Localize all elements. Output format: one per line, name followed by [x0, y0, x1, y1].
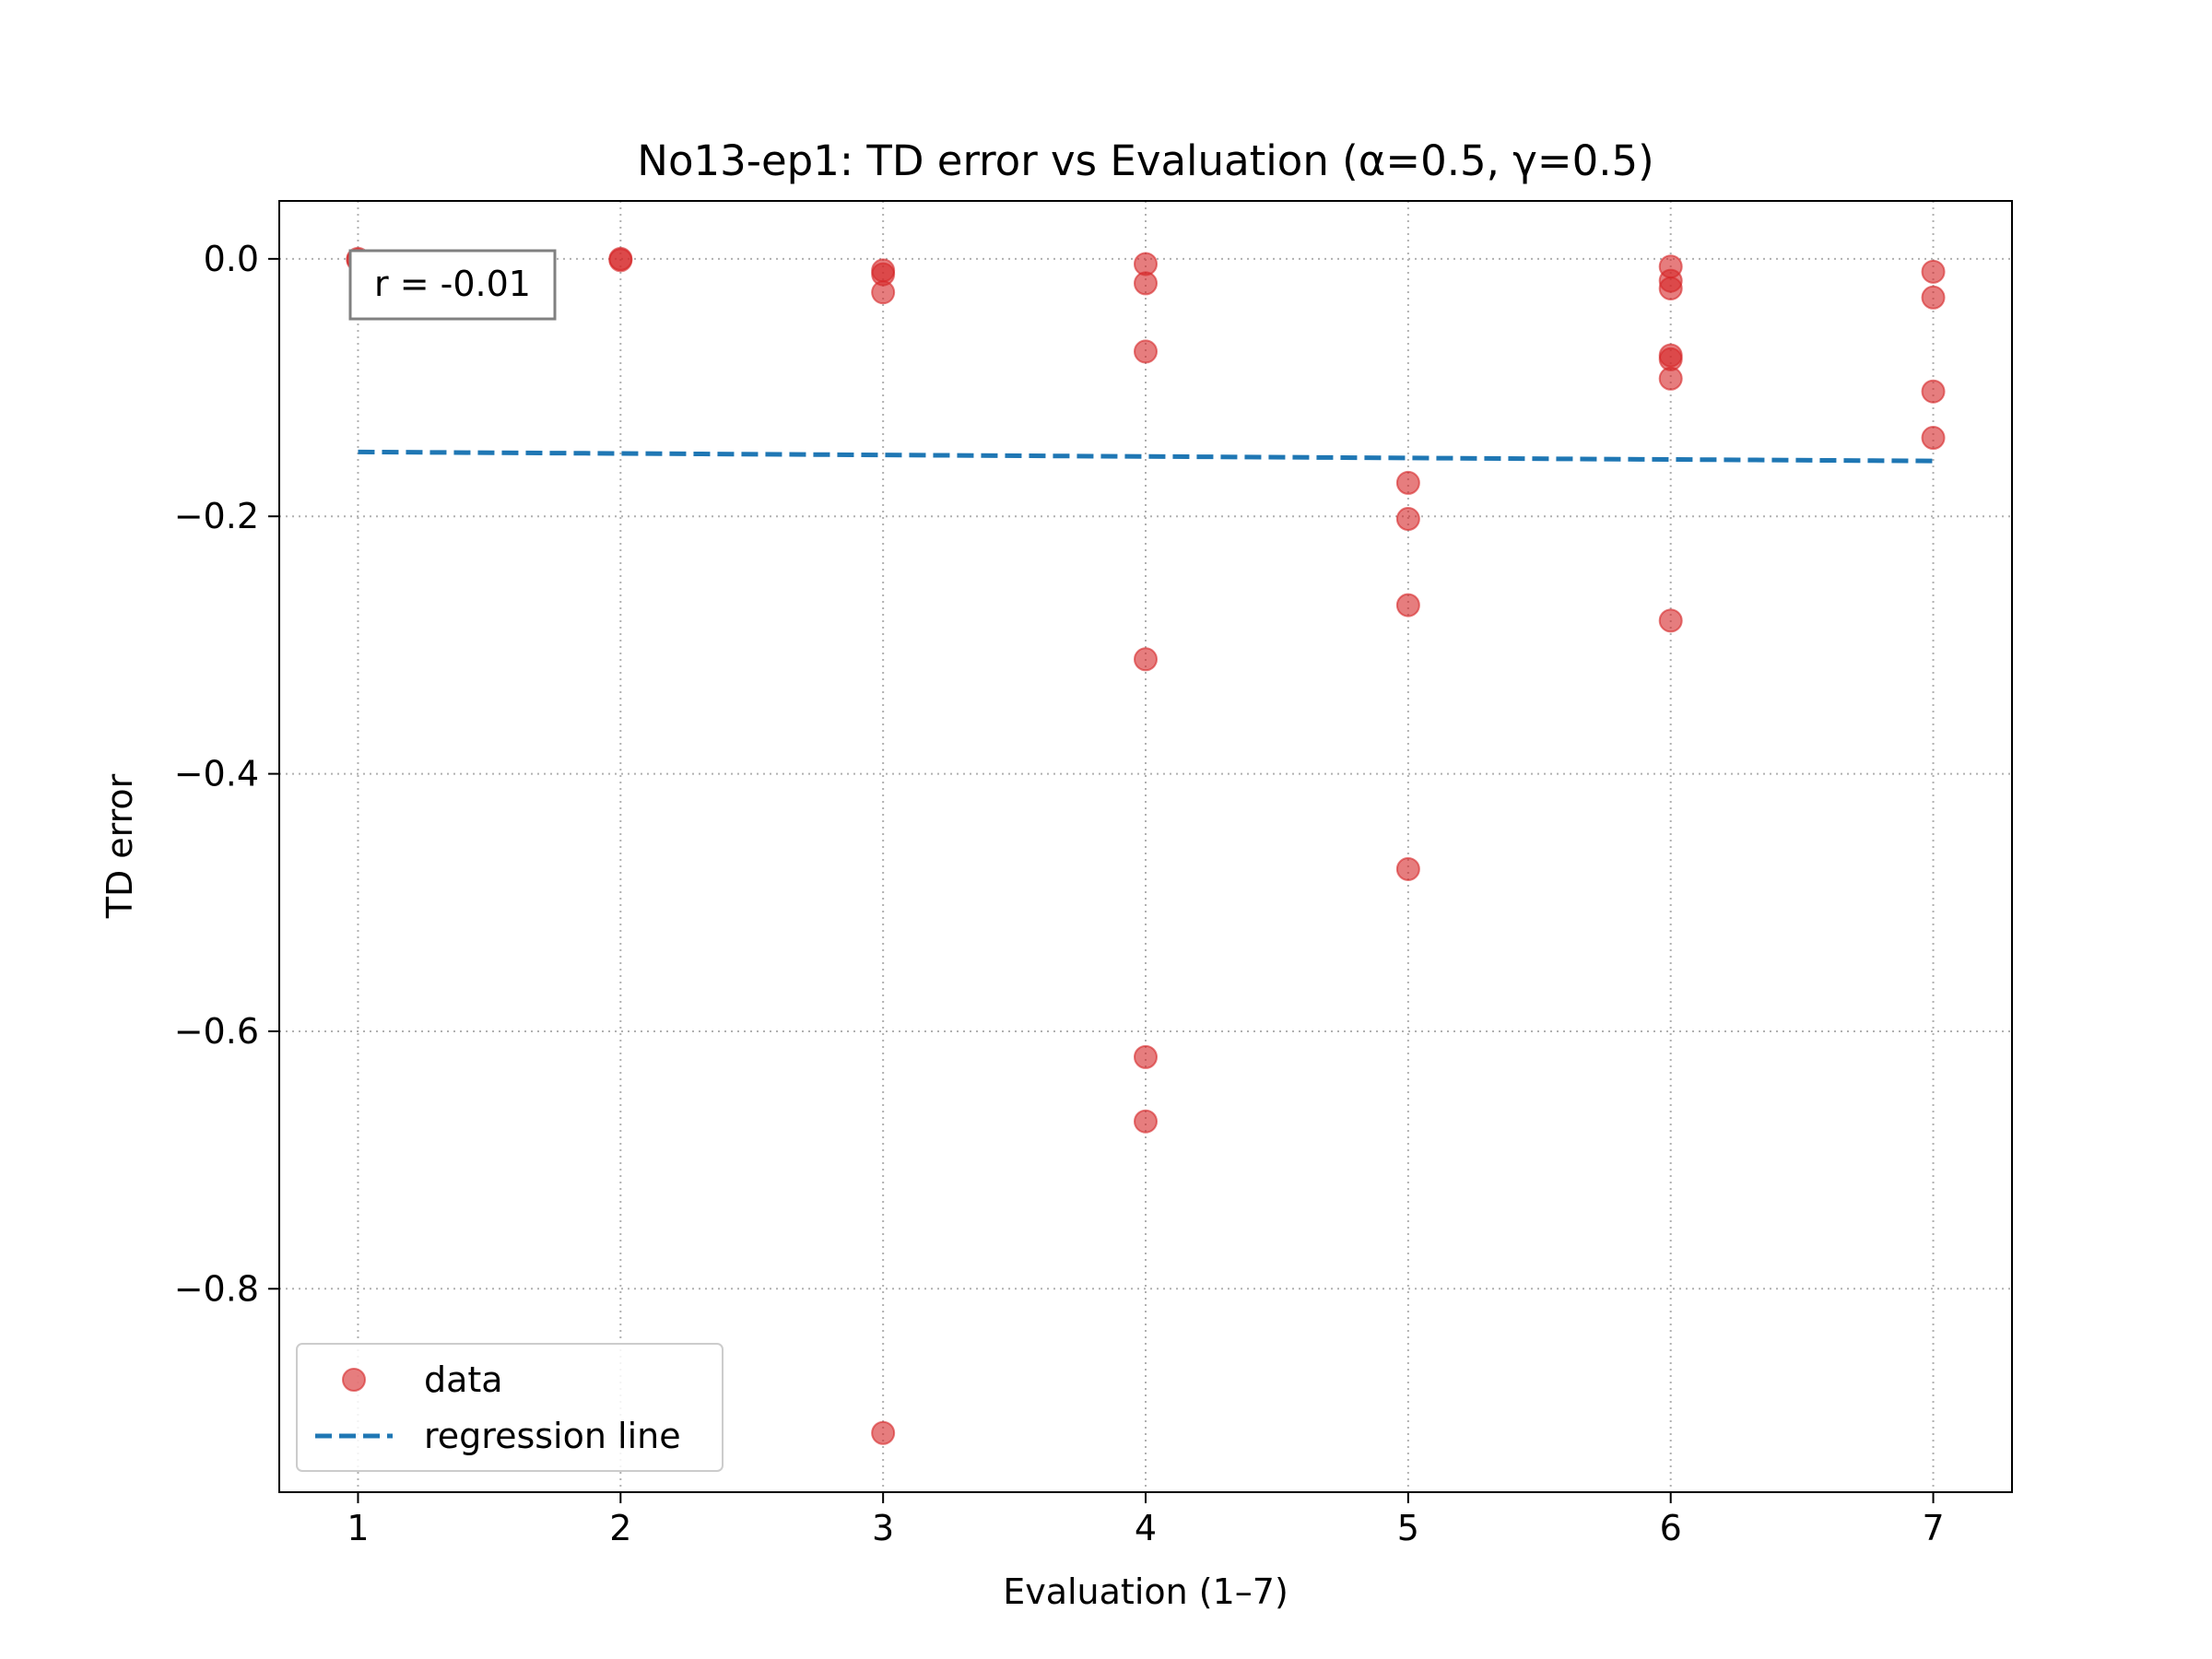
- data-point: [1395, 593, 1420, 618]
- data-point: [1658, 608, 1683, 633]
- data-point: [1658, 366, 1683, 391]
- data-point: [1921, 259, 1946, 284]
- data-point: [1658, 276, 1683, 300]
- x-tick-label: 7: [1922, 1508, 1944, 1548]
- data-point: [1395, 507, 1420, 532]
- correlation-text: r = -0.01: [374, 264, 531, 304]
- chart-title: No13-ep1: TD error vs Evaluation (α=0.5,…: [637, 136, 1653, 185]
- x-tick-label: 4: [1135, 1508, 1157, 1548]
- data-point: [1134, 647, 1158, 672]
- data-point: [1395, 470, 1420, 495]
- legend-regression-label: regression line: [424, 1416, 681, 1456]
- x-tick-label: 5: [1397, 1508, 1419, 1548]
- data-point: [1134, 271, 1158, 296]
- data-point: [871, 1420, 896, 1445]
- y-tick-label: −0.2: [174, 496, 259, 536]
- y-tick-label: −0.4: [174, 754, 259, 794]
- data-point: [1921, 285, 1946, 310]
- y-axis-label: TD error: [100, 773, 140, 919]
- data-point: [608, 248, 633, 273]
- y-tick-label: −0.6: [174, 1011, 259, 1052]
- y-tick-label: −0.8: [174, 1268, 259, 1309]
- data-point: [1134, 339, 1158, 364]
- x-tick-label: 3: [872, 1508, 894, 1548]
- x-tick-label: 2: [609, 1508, 631, 1548]
- data-point: [1921, 426, 1946, 451]
- y-tick-label: 0.0: [204, 239, 259, 279]
- correlation-annotation: r = -0.01: [348, 249, 557, 321]
- legend: data regression line: [296, 1343, 724, 1472]
- data-point: [871, 280, 896, 305]
- x-axis-label: Evaluation (1–7): [1003, 1571, 1288, 1612]
- legend-data-label: data: [424, 1359, 503, 1400]
- x-tick-label: 6: [1660, 1508, 1682, 1548]
- data-point: [1134, 1109, 1158, 1134]
- y-axis-ticks: 0.0 −0.2 −0.4 −0.6 −0.8: [174, 239, 279, 1309]
- data-point: [1395, 856, 1420, 881]
- legend-frame: [296, 1343, 724, 1472]
- x-axis-ticks: 1 2 3 4 5 6 7: [347, 1492, 1945, 1548]
- data-point: [1921, 379, 1946, 404]
- legend-data-marker: [342, 1368, 366, 1392]
- data-point: [1134, 1044, 1158, 1069]
- x-tick-label: 1: [347, 1508, 369, 1548]
